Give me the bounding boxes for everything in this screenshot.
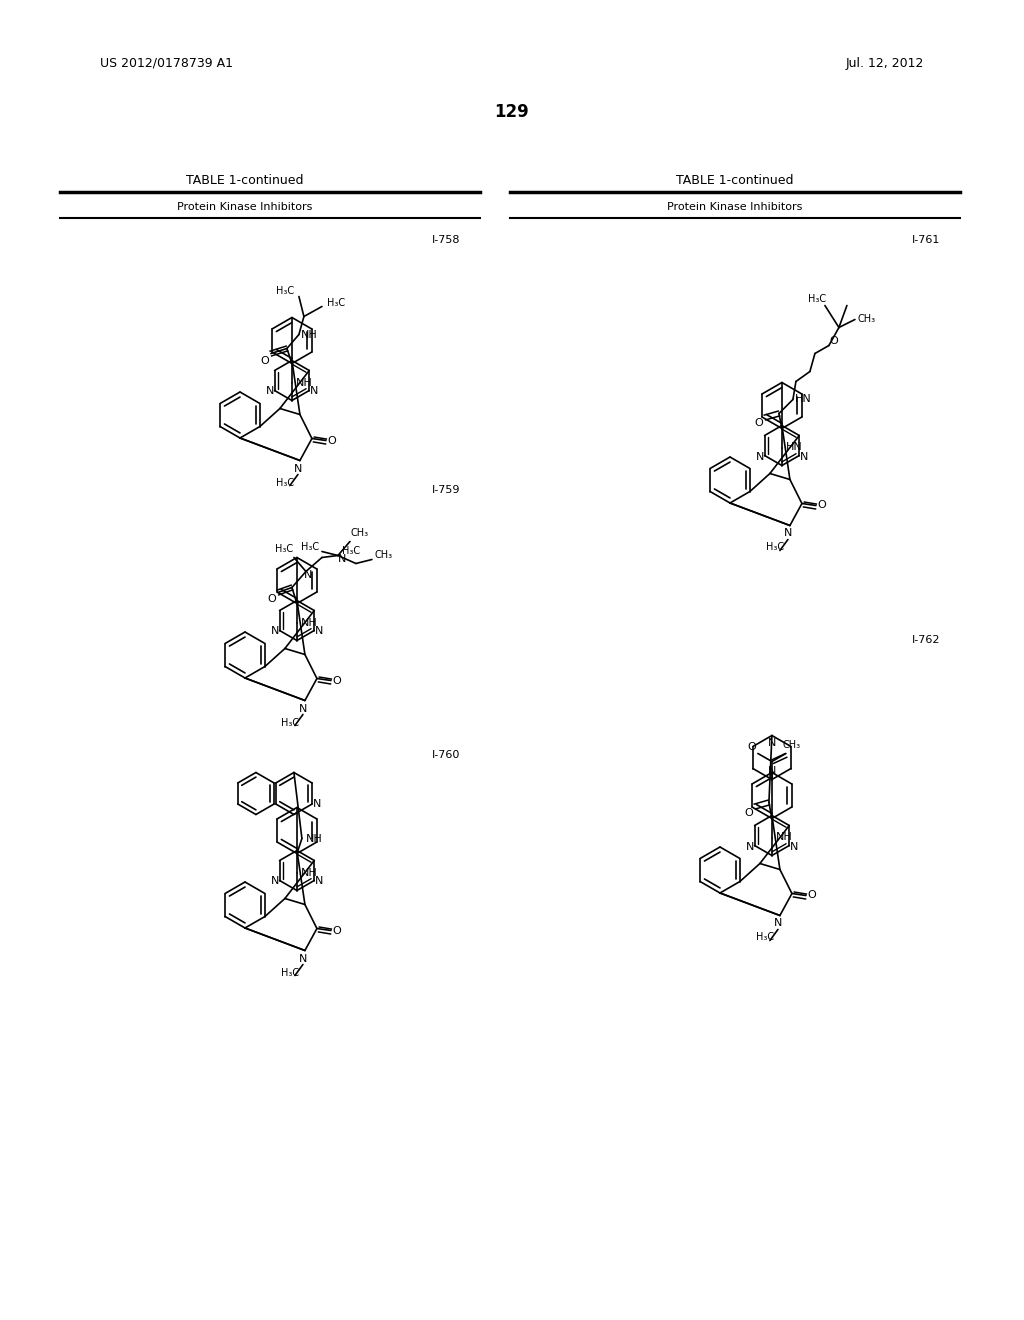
Text: I-758: I-758 [431, 235, 460, 246]
Text: N: N [756, 451, 764, 462]
Text: N: N [800, 451, 808, 462]
Text: I-761: I-761 [911, 235, 940, 246]
Text: O: O [829, 335, 839, 346]
Text: N: N [310, 387, 318, 396]
Text: N: N [791, 842, 799, 851]
Text: O: O [817, 500, 826, 511]
Text: H₃C: H₃C [342, 546, 360, 557]
Text: N: N [270, 627, 279, 636]
Text: O: O [333, 925, 341, 936]
Text: N: N [313, 799, 322, 809]
Text: N: N [304, 570, 312, 581]
Text: I-762: I-762 [911, 635, 940, 645]
Text: N: N [783, 528, 793, 539]
Text: O: O [748, 742, 757, 752]
Text: H₃C: H₃C [275, 286, 294, 297]
Text: CH₃: CH₃ [783, 741, 801, 751]
Text: NH: NH [300, 618, 317, 627]
Text: TABLE 1-continued: TABLE 1-continued [676, 173, 794, 186]
Text: N: N [265, 387, 273, 396]
Text: H₃C: H₃C [274, 544, 293, 554]
Text: N: N [270, 876, 279, 887]
Text: N: N [315, 876, 324, 887]
Text: Protein Kinase Inhibitors: Protein Kinase Inhibitors [668, 202, 803, 213]
Text: NH: NH [300, 330, 317, 339]
Text: O: O [808, 891, 816, 900]
Text: N: N [299, 953, 307, 964]
Text: HN: HN [795, 395, 811, 404]
Text: CH₃: CH₃ [351, 528, 369, 539]
Text: 129: 129 [495, 103, 529, 121]
Text: O: O [333, 676, 341, 685]
Text: H₃C: H₃C [756, 932, 774, 942]
Text: O: O [744, 808, 754, 817]
Text: H₃C: H₃C [281, 968, 299, 978]
Text: NH: NH [775, 833, 793, 842]
Text: NH: NH [300, 867, 317, 878]
Text: CH₃: CH₃ [858, 314, 876, 325]
Text: NH: NH [305, 833, 323, 843]
Text: N: N [315, 627, 324, 636]
Text: I-759: I-759 [431, 484, 460, 495]
Text: HN: HN [785, 442, 802, 453]
Text: H₃C: H₃C [766, 543, 784, 553]
Text: N: N [774, 919, 782, 928]
Text: H₃C: H₃C [301, 543, 319, 553]
Text: US 2012/0178739 A1: US 2012/0178739 A1 [100, 57, 233, 70]
Text: O: O [260, 355, 269, 366]
Text: Jul. 12, 2012: Jul. 12, 2012 [846, 57, 924, 70]
Text: TABLE 1-continued: TABLE 1-continued [186, 173, 304, 186]
Text: O: O [328, 436, 336, 446]
Text: H₃C: H₃C [808, 294, 826, 305]
Text: Protein Kinase Inhibitors: Protein Kinase Inhibitors [177, 202, 312, 213]
Text: I-760: I-760 [432, 750, 460, 760]
Text: N: N [294, 463, 302, 474]
Text: H₃C: H₃C [275, 478, 294, 487]
Text: N: N [768, 738, 776, 748]
Text: O: O [267, 594, 276, 605]
Text: N: N [768, 767, 776, 776]
Text: N: N [745, 842, 754, 851]
Text: CH₃: CH₃ [375, 550, 393, 561]
Text: NH: NH [296, 378, 312, 388]
Text: N: N [338, 554, 346, 565]
Text: N: N [299, 704, 307, 714]
Text: O: O [755, 418, 763, 429]
Text: H₃C: H₃C [281, 718, 299, 727]
Text: H₃C: H₃C [327, 298, 345, 309]
